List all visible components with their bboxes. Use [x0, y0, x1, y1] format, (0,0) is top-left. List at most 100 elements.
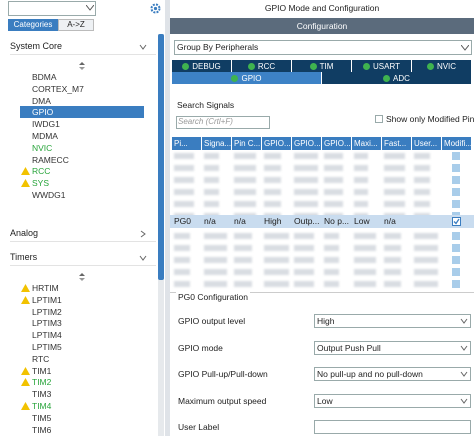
peripheral-item[interactable]: GPIO [32, 107, 54, 118]
field-input[interactable] [314, 393, 471, 408]
column-header[interactable]: User... [412, 137, 442, 150]
tab-label: DEBUG [192, 61, 221, 71]
peripheral-item[interactable]: LPTIM2 [32, 306, 62, 317]
peripheral-item[interactable]: LPTIM5 [32, 342, 62, 352]
column-header[interactable]: Pin C... [232, 137, 262, 150]
blurred-cell [294, 245, 314, 251]
peripheral-item[interactable]: RCC [32, 166, 51, 177]
peripheral-item[interactable]: TIM4 [32, 401, 52, 411]
column-header[interactable]: Modifi... [442, 137, 472, 150]
peripheral-item[interactable]: WWDG1 [32, 190, 66, 200]
table-cell[interactable]: No p... [324, 216, 350, 226]
check-icon [247, 62, 255, 70]
modified-marker [452, 232, 460, 240]
blurred-cell [354, 177, 368, 183]
config-tab[interactable]: TIM [292, 60, 352, 72]
blurred-cell [354, 189, 368, 195]
blurred-cell [264, 233, 289, 239]
table-cell[interactable]: Low [354, 216, 370, 226]
modified-marker [452, 176, 460, 184]
config-tab[interactable]: RCC [232, 60, 292, 72]
config-tab[interactable]: ADC [322, 72, 472, 84]
config-tab[interactable]: USART [352, 60, 412, 72]
az-tab[interactable]: A->Z [58, 19, 94, 31]
field-input[interactable] [314, 367, 471, 381]
checkbox[interactable] [375, 115, 383, 123]
column-header[interactable]: Maxi... [352, 137, 382, 150]
peripheral-item[interactable]: IWDG1 [32, 119, 60, 130]
signal-search-box[interactable] [176, 116, 270, 129]
blurred-cell [234, 177, 256, 183]
blurred-cell [204, 189, 219, 195]
peripheral-search[interactable] [8, 1, 96, 16]
blurred-cell [324, 257, 339, 263]
peripheral-item[interactable]: DMA [32, 95, 51, 106]
table-cell[interactable]: n/a [204, 216, 216, 226]
blurred-cell [384, 153, 405, 159]
blurred-cell [174, 189, 194, 195]
peripheral-item[interactable]: TIM2 [32, 377, 52, 388]
section-header[interactable]: Timers [10, 249, 156, 266]
config-title: PG0 Configuration [176, 292, 250, 302]
chevron [139, 230, 147, 238]
column-header[interactable]: GPIO... [292, 137, 322, 150]
column-header[interactable]: Signa... [202, 137, 232, 150]
blurred-cell [174, 177, 194, 183]
blurred-cell [414, 201, 430, 207]
field-label: GPIO mode [178, 342, 223, 353]
field-input[interactable] [314, 314, 471, 328]
peripheral-item[interactable]: CORTEX_M7 [32, 83, 84, 94]
peripheral-item[interactable]: TIM1 [32, 365, 52, 376]
section-header[interactable]: System Core [10, 38, 156, 55]
peripheral-item[interactable]: MDMA [32, 131, 58, 141]
blurred-cell [264, 153, 281, 159]
blurred-cell [174, 281, 190, 287]
column-header[interactable]: Fast... [382, 137, 412, 150]
table-cell[interactable]: n/a [384, 216, 396, 226]
table-cell[interactable]: n/a [234, 216, 246, 226]
peripheral-item[interactable]: SYS [32, 178, 50, 189]
section-header[interactable]: Analog [10, 225, 156, 242]
peripheral-item[interactable]: TIM3 [32, 389, 52, 400]
scrollbar-thumb[interactable] [158, 34, 164, 280]
blurred-cell [174, 165, 194, 171]
gear-icon[interactable] [150, 3, 161, 14]
tab-label: ADC [393, 73, 410, 83]
config-tab[interactable]: GPIO [172, 72, 322, 84]
blurred-cell [294, 177, 318, 183]
peripheral-item[interactable]: RTC [32, 353, 50, 364]
blurred-cell [264, 245, 289, 251]
blurred-cell [414, 153, 430, 159]
group-by-select[interactable] [174, 40, 472, 55]
peripheral-item[interactable]: LPTIM4 [32, 330, 62, 341]
warning-icon [21, 378, 30, 387]
column-header[interactable]: GPIO... [262, 137, 292, 150]
peripheral-item[interactable]: NVIC [32, 142, 53, 153]
column-header[interactable]: GPIO... [322, 137, 352, 150]
peripheral-item[interactable]: LPTIM1 [32, 294, 62, 305]
splitter [165, 0, 170, 436]
modified-marker [452, 268, 460, 276]
peripheral-item[interactable]: BDMA [32, 72, 57, 82]
table-cell[interactable]: Outp... [294, 216, 320, 226]
blurred-cell [234, 201, 256, 207]
config-tab[interactable]: DEBUG [172, 60, 232, 72]
field-label: Maximum output speed [178, 395, 267, 406]
table-cell[interactable]: PG0 [174, 216, 192, 226]
table-cell[interactable]: High [264, 216, 282, 226]
search-placeholder: Search (Crtl+F) [178, 117, 233, 126]
peripheral-item[interactable]: LPTIM3 [32, 318, 62, 329]
column-header[interactable]: Pi... [172, 137, 202, 150]
config-tab[interactable]: NVIC [412, 60, 472, 72]
category-tab[interactable]: Categories [8, 19, 58, 31]
blurred-cell [324, 269, 339, 275]
chevron [460, 344, 468, 352]
peripheral-item[interactable]: TIM6 [32, 424, 52, 435]
peripheral-item[interactable]: RAMECC [32, 154, 69, 165]
peripheral-item[interactable]: TIM5 [32, 412, 52, 423]
tab-label: RCC [257, 61, 276, 71]
field-input[interactable] [314, 420, 471, 434]
peripheral-item[interactable]: HRTIM [32, 283, 59, 293]
field-input[interactable] [314, 340, 471, 355]
